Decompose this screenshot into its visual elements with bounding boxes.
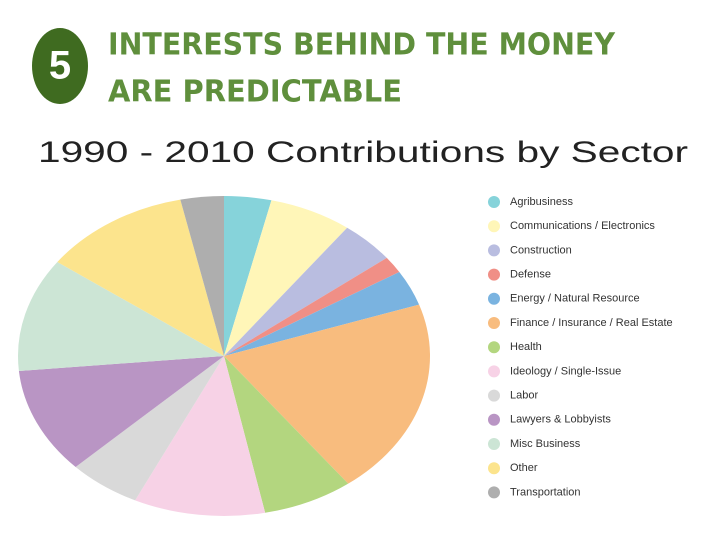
legend-marker [488,341,500,354]
pie-slice [17,261,224,372]
legend-marker [488,268,500,281]
pie-slice [75,356,225,501]
legend-label: Agribusiness [510,196,573,208]
pie-slice [224,257,400,356]
legend-marker [488,244,500,257]
pie-slice [18,356,225,467]
legend-label: Misc Business [510,438,581,450]
legend-label: Labor [510,390,538,402]
pie-slice [224,196,272,356]
legend-marker [488,196,500,208]
legend-label: Transportation [510,486,581,498]
legend-label: Lawyers & Lobbyists [510,414,611,426]
chart-title: 1990 - 2010 Contributions by Sector [38,136,688,169]
legend-label: Construction [510,244,572,256]
pie-slice [57,199,224,356]
badge-number: 5 [49,44,71,88]
legend: Agribusiness Communications / Electronics… [488,196,673,499]
legend-marker [488,220,500,233]
legend-label: Health [510,341,542,353]
pie [17,196,431,516]
legend-marker [488,413,500,426]
legend-label: Defense [510,269,551,281]
legend-label: Energy / Natural Resource [510,293,640,305]
legend-label: Communications / Electronics [510,220,655,232]
legend-marker [488,486,500,499]
pie-slice [180,196,224,356]
legend-marker [488,365,500,378]
legend-marker [488,462,500,475]
pie-slice [224,227,387,356]
badge [32,28,88,104]
pie-slice [224,271,420,356]
header-title: INTERESTS BEHIND THE MONEY [108,28,616,63]
legend-label: Other [510,462,538,474]
pie-slice [135,356,266,516]
legend-marker [488,389,500,402]
legend-marker [488,438,500,450]
legend-label: Finance / Insurance / Real Estate [510,317,673,329]
legend-label: Ideology / Single-Issue [510,365,621,377]
pie-slice [224,304,431,484]
pie-slice [224,356,349,513]
legend-marker [488,292,500,305]
pie-slice [224,200,348,356]
legend-marker [488,317,500,329]
header-title: ARE PREDICTABLE [108,75,402,110]
